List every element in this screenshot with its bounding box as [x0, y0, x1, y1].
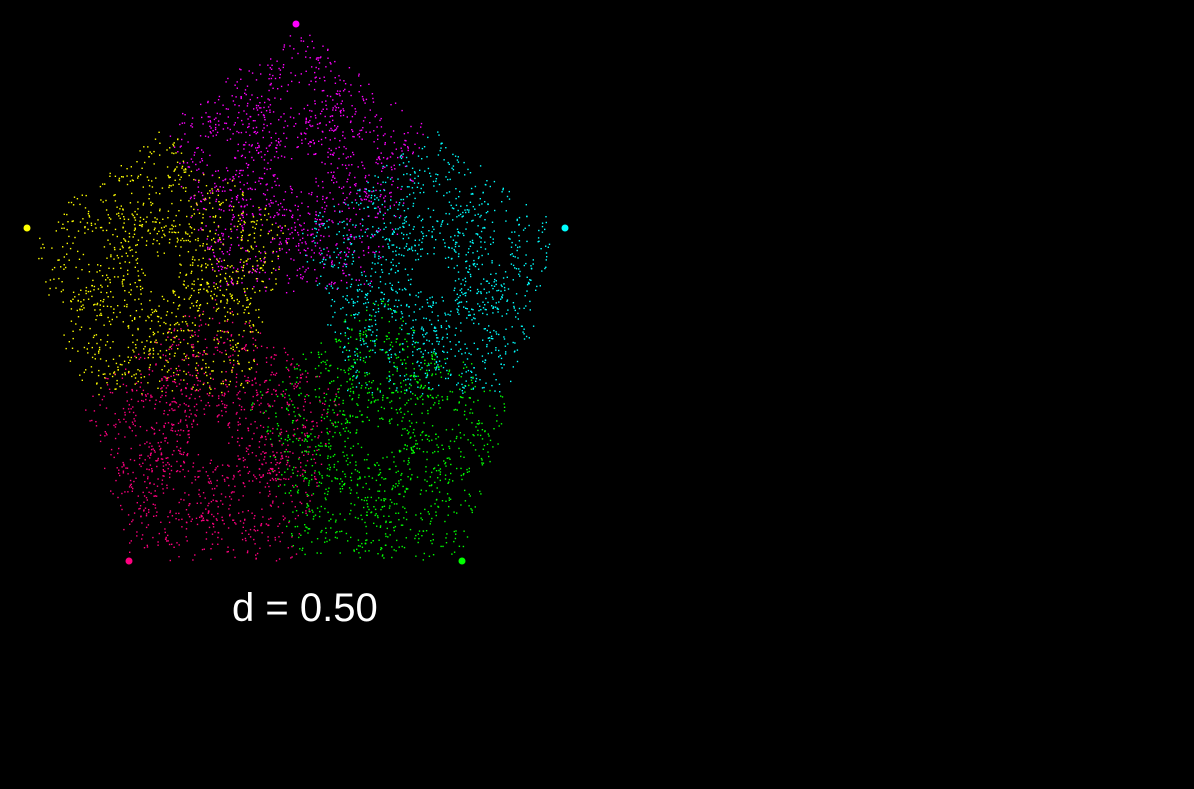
ratio-label: d = 0.50 [232, 586, 378, 630]
vertex-top [292, 20, 300, 28]
vertex-right [561, 224, 569, 232]
vertex-bottom-right [458, 557, 466, 565]
pentagon-vertices [23, 20, 569, 565]
vertex-bottom-left [125, 557, 133, 565]
vertex-left [23, 224, 31, 232]
fractal-points [38, 34, 551, 562]
